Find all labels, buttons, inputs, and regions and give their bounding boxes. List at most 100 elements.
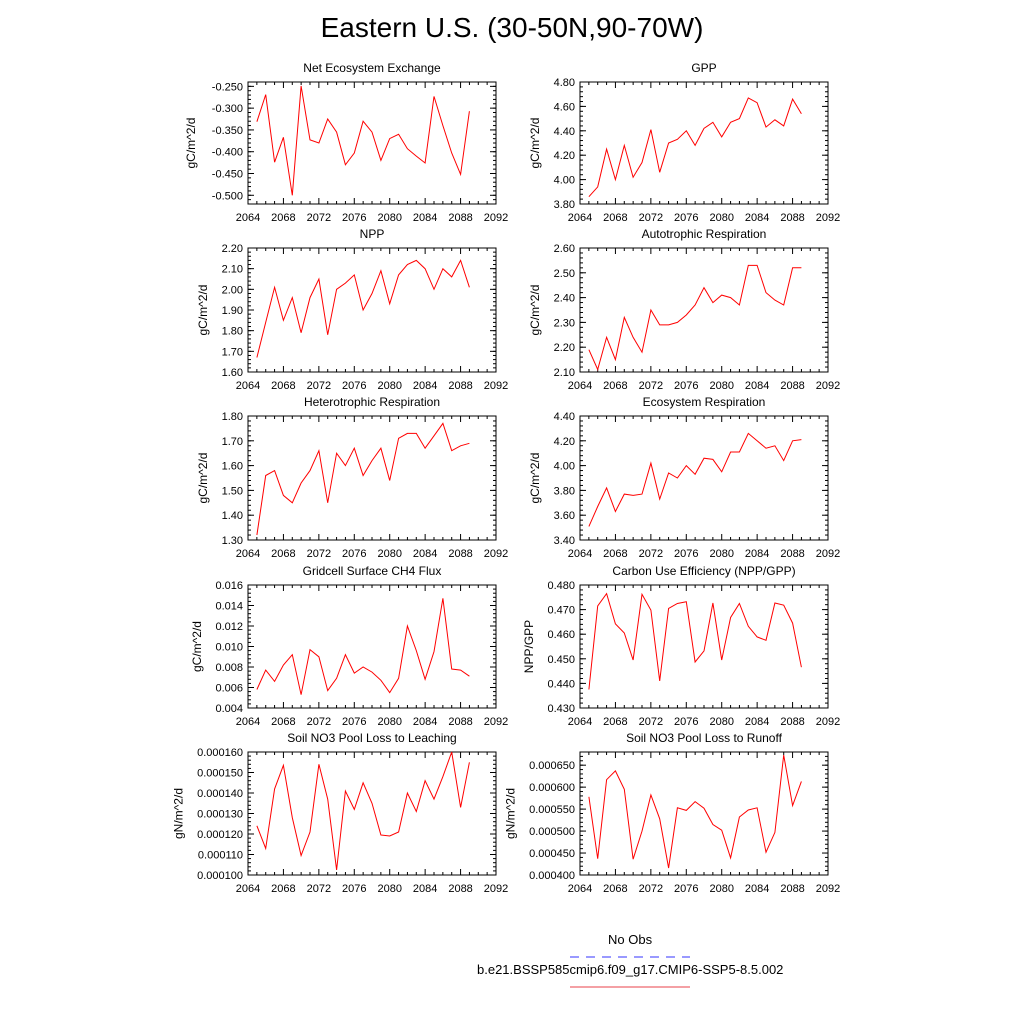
y-tick-label: 1.80	[222, 326, 243, 338]
x-tick-label: 2084	[413, 380, 437, 392]
y-tick-label: 1.50	[222, 485, 243, 497]
x-tick-label: 2076	[674, 380, 698, 392]
y-tick-label: 0.016	[215, 580, 243, 592]
figure-title: Eastern U.S. (30-50N,90-70W)	[320, 12, 704, 43]
x-tick-label: 2080	[709, 716, 733, 728]
panel-ecosystem-respiration: Ecosystem Respiration 2064 2068 2072 2076 208…	[528, 395, 840, 560]
y-tick-label: 1.60	[222, 367, 243, 379]
x-tick-label: 2080	[377, 716, 401, 728]
y-tick-label: 0.000160	[197, 747, 243, 759]
x-tick-label: 2088	[780, 212, 804, 224]
x-tick-label: 2084	[745, 212, 769, 224]
x-tick-label: 2072	[639, 212, 663, 224]
x-tick-label: 2072	[307, 212, 331, 224]
panel-gridcell-surface-ch4-flux: Gridcell Surface CH4 Flux 2064 2068 2072 207…	[190, 564, 508, 728]
x-tick-label: 2080	[709, 380, 733, 392]
panel-title: Gridcell Surface CH4 Flux	[303, 564, 442, 578]
plot-frame	[579, 81, 829, 205]
y-tick-label: 1.40	[222, 510, 243, 522]
panel-title: Ecosystem Respiration	[643, 395, 766, 409]
y-tick-label: 2.20	[554, 342, 575, 354]
x-tick-label: 2068	[271, 548, 295, 560]
plot-frame	[579, 415, 829, 541]
y-tick-label: 0.010	[215, 642, 243, 654]
y-axis-label: gN/m^2/d	[503, 788, 517, 839]
y-tick-label: 0.000150	[197, 768, 243, 780]
panel-npp: NPP 2064 2068 2072 2076 2080 2084 2088 2092 2.20 2…	[196, 227, 508, 392]
x-tick-label: 2076	[342, 716, 366, 728]
panel-title: Net Ecosystem Exchange	[303, 61, 441, 75]
y-tick-label: 0.000100	[197, 870, 243, 882]
x-tick-label: 2084	[745, 548, 769, 560]
x-tick-label: 2088	[448, 212, 472, 224]
y-tick-label: 4.80	[554, 77, 575, 89]
y-tick-label: 1.30	[222, 535, 243, 547]
x-tick-label: 2076	[342, 883, 366, 895]
x-tick-label: 2080	[709, 212, 733, 224]
y-tick-label: 3.60	[554, 510, 575, 522]
x-tick-label: 2076	[342, 380, 366, 392]
y-tick-label: 0.460	[547, 629, 575, 641]
series-line	[256, 422, 470, 536]
y-tick-label: 0.450	[547, 654, 575, 666]
x-tick-label: 2088	[780, 380, 804, 392]
x-tick-label: 2088	[780, 548, 804, 560]
x-tick-label: 2064	[568, 883, 592, 895]
y-tick-label: 2.20	[222, 243, 243, 255]
plot-frame	[579, 751, 829, 876]
panel-net-ecosystem-exchange: Net Ecosystem Exchange 2064 2068 2072 2076 20…	[184, 61, 508, 224]
y-tick-label: 4.20	[554, 150, 575, 162]
y-tick-label: 0.000450	[529, 848, 575, 860]
y-tick-label: 4.20	[554, 436, 575, 448]
x-tick-label: 2064	[568, 548, 592, 560]
plot-frame	[247, 415, 497, 541]
x-tick-label: 2084	[413, 716, 437, 728]
y-tick-label: 2.50	[554, 268, 575, 280]
x-tick-label: 2076	[342, 212, 366, 224]
series-line	[588, 432, 802, 527]
x-tick-label: 2068	[603, 548, 627, 560]
x-tick-label: 2092	[484, 380, 508, 392]
y-tick-label: 0.008	[215, 662, 243, 674]
y-axis-label: gC/m^2/d	[196, 453, 210, 504]
x-tick-label: 2084	[745, 380, 769, 392]
x-tick-label: 2080	[377, 212, 401, 224]
y-tick-label: 0.006	[215, 683, 243, 695]
y-tick-label: 0.470	[547, 605, 575, 617]
y-tick-label: 2.10	[222, 264, 243, 276]
y-tick-label: 0.000140	[197, 788, 243, 800]
y-axis-label: gC/m^2/d	[528, 285, 542, 336]
y-tick-label: 4.60	[554, 101, 575, 113]
y-axis-label: gC/m^2/d	[190, 621, 204, 672]
plot-frame	[579, 584, 829, 709]
plot-frame	[247, 751, 497, 876]
x-tick-label: 2084	[745, 716, 769, 728]
panel-gpp: GPP 2064 2068 2072 2076 2080 2084 2088 2092 4.80 4…	[528, 61, 840, 224]
panel-soil-no3-pool-loss-to-leaching: Soil NO3 Pool Loss to Leaching 2064 2068 20…	[171, 731, 508, 895]
y-tick-label: 0.000120	[197, 829, 243, 841]
y-tick-label: -0.500	[212, 190, 243, 202]
y-tick-label: 3.80	[554, 485, 575, 497]
y-tick-label: 0.000400	[529, 870, 575, 882]
x-tick-label: 2092	[484, 716, 508, 728]
x-tick-label: 2088	[448, 380, 472, 392]
y-tick-label: 4.00	[554, 461, 575, 473]
x-tick-label: 2088	[448, 716, 472, 728]
x-tick-label: 2092	[816, 716, 840, 728]
x-tick-label: 2068	[603, 212, 627, 224]
y-axis-label: gC/m^2/d	[528, 118, 542, 169]
x-tick-label: 2076	[674, 212, 698, 224]
y-tick-label: 0.000110	[198, 850, 243, 862]
x-tick-label: 2064	[236, 380, 260, 392]
series-line	[588, 97, 802, 198]
x-tick-label: 2072	[307, 883, 331, 895]
x-tick-label: 2088	[448, 548, 472, 560]
y-tick-label: 0.012	[215, 621, 243, 633]
series-line	[588, 264, 802, 371]
y-tick-label: -0.300	[212, 103, 243, 115]
x-tick-label: 2072	[307, 716, 331, 728]
y-tick-label: 2.10	[554, 367, 575, 379]
series-line	[256, 85, 470, 196]
x-tick-label: 2064	[568, 380, 592, 392]
x-tick-label: 2092	[816, 380, 840, 392]
